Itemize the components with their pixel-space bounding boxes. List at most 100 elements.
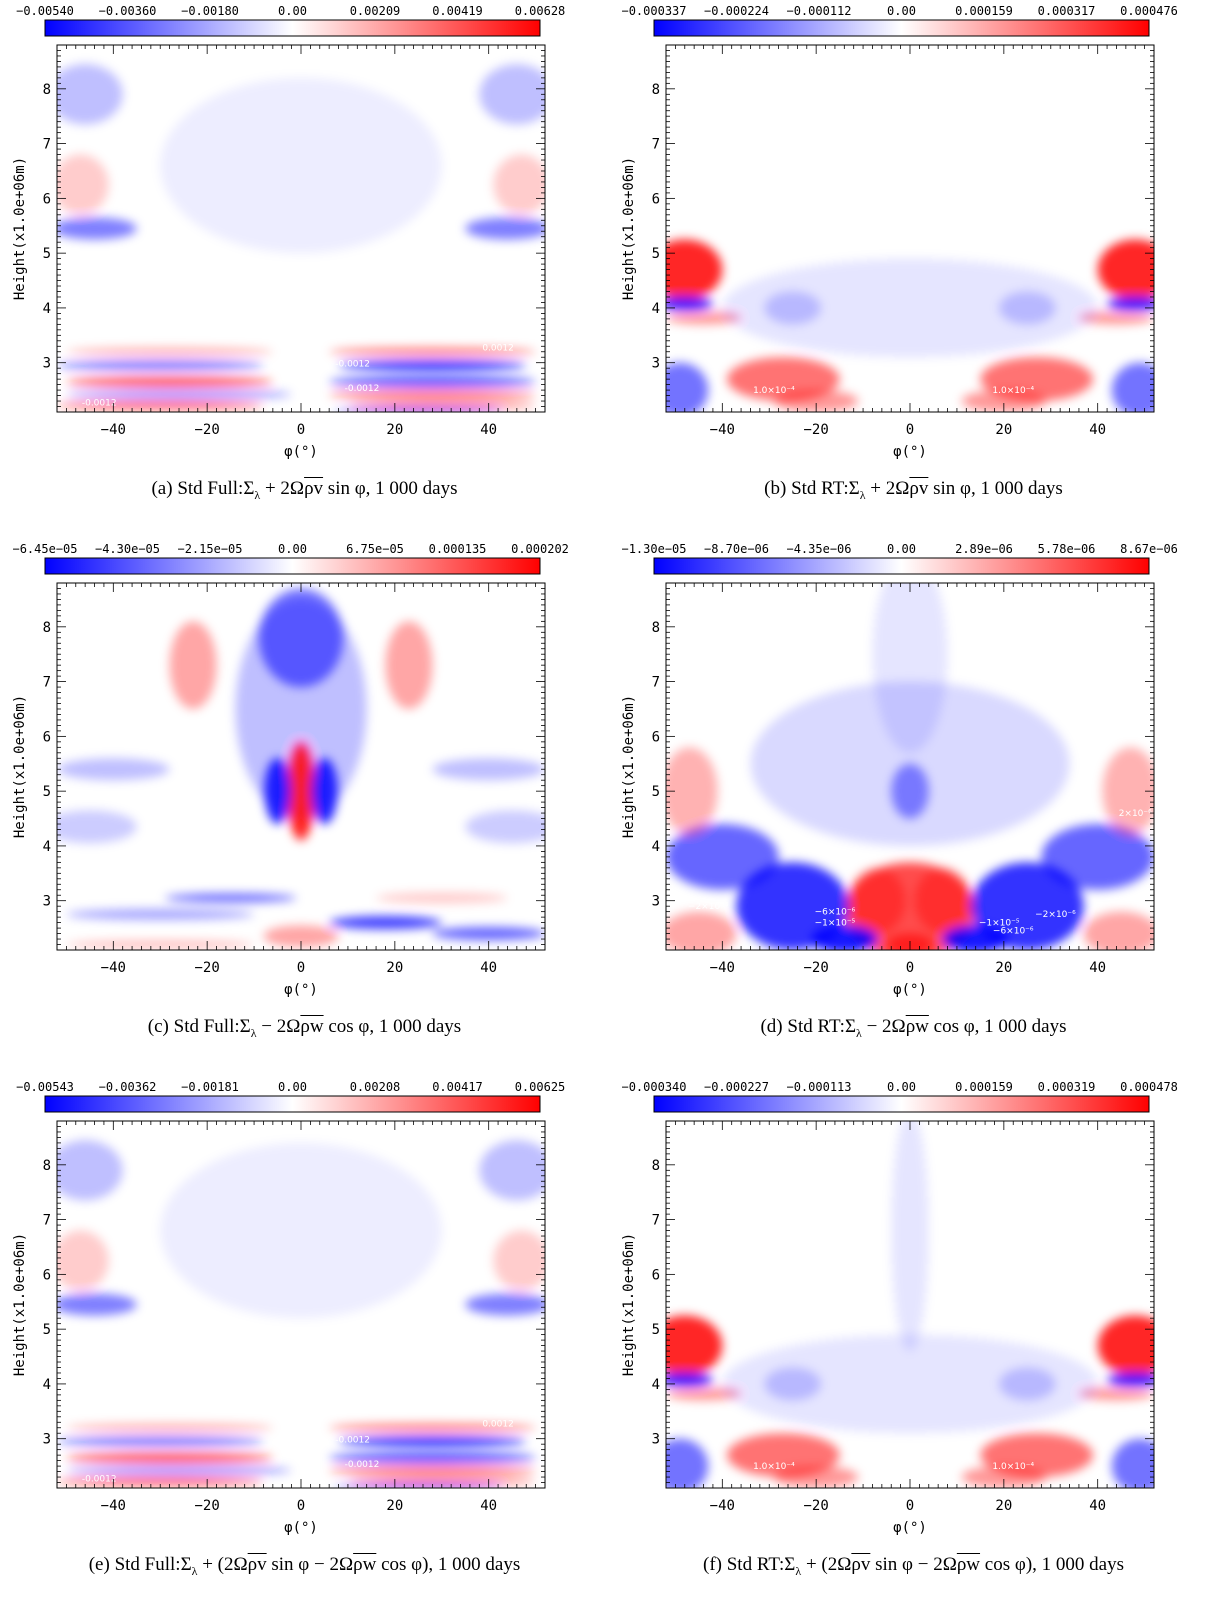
field-region [765,291,821,324]
x-tick-label: 40 [1089,422,1106,438]
caption-text: sin φ, 1 000 days [323,478,457,499]
colorbar-tick-label: −0.00362 [99,1080,157,1094]
field-region [170,621,217,709]
colorbar-tick-label: 0.000317 [1038,4,1096,18]
colorbar-tick-label: 0.00 [278,1080,307,1094]
x-tick-label: 40 [1089,1498,1106,1514]
field-region [311,758,337,824]
contour-label: 0.0012 [482,1420,514,1430]
heatmap-d: −1.30e−05 −8.70e−06 −4.35e−06 0.00 2.89e−06 5… [609,538,1218,1016]
caption-text: + 2Ω [260,478,304,499]
field-region [1107,1373,1163,1386]
field-region [1107,297,1163,310]
y-tick-label: 5 [43,784,51,800]
x-tick-label: 0 [906,960,914,976]
colorbar-tick-label: −0.00180 [181,4,239,18]
colorbar-tick-label: −0.00360 [99,4,157,18]
caption-overline: ρv [851,1554,870,1575]
colorbar-tick-label: 2.89e−06 [955,542,1013,556]
colorbar-tick-label: −0.000227 [704,1080,769,1094]
field-region [160,78,442,253]
caption-text: + (2Ω [197,1554,247,1575]
colorbar-tick-label: −0.000112 [786,4,851,18]
field-region [657,1373,713,1386]
field-region [52,155,108,215]
y-tick-label: 6 [43,1267,51,1283]
colorbar-tick-label: 0.00417 [432,1080,483,1094]
contour-label: 1.0×10⁻⁴ [753,386,795,396]
field-region [999,291,1055,324]
x-tick-label: 0 [297,1498,305,1514]
y-axis-label: Height(x1.0e+06m) [621,1233,637,1376]
x-tick-label: −20 [804,422,829,438]
x-tick-label: −40 [710,422,735,438]
x-tick-label: 20 [386,1498,403,1514]
heatmap-e: −0.00543 −0.00362 −0.00181 0.00 0.00208 0.004… [0,1076,609,1554]
colorbar-tick-label: 8.67e−06 [1120,542,1178,556]
colorbar-tick-label: 0.000478 [1120,1080,1178,1094]
y-tick-label: 5 [652,784,660,800]
field-region [1098,239,1173,299]
colorbar-tick-label: −0.00540 [16,4,74,18]
colorbar [45,1096,540,1112]
contour-label: -0.0012 [345,1460,380,1470]
field-region [52,218,136,240]
field-region [1098,1315,1173,1375]
field-region [165,894,296,903]
field-region [465,218,549,240]
colorbar-tick-label: 0.00209 [350,4,401,18]
colorbar-tick-label: 0.00628 [515,4,566,18]
panel-f: −0.000340 −0.000227 −0.000113 0.00 0.000159 0… [609,1076,1218,1614]
panel-c: −6.45e−05 −4.30e−05 −2.15e−05 0.00 6.75e−05 0… [0,538,609,1076]
caption-overline: ρv [909,478,928,499]
caption-text: + (2Ω [801,1554,851,1575]
x-tick-label: −20 [195,1498,220,1514]
contour-label: 1.0×10⁻⁴ [992,1462,1034,1472]
caption-text: + 2Ω [866,478,910,499]
contour-label: -0.0012 [335,1436,370,1446]
field-region [765,1367,821,1400]
field-region [493,155,549,215]
y-tick-label: 6 [652,191,660,207]
contour-label: 2×10⁻⁶ [1119,809,1152,819]
colorbar-tick-label: 0.00 [887,1080,916,1094]
y-tick-label: 7 [652,675,660,691]
caption-overline: ρw [957,1554,980,1575]
field-region [1112,363,1168,418]
y-axis-label: Height(x1.0e+06m) [12,157,28,300]
caption-text: (f) Std RT:Σ [703,1554,795,1575]
field-region [287,742,315,841]
panel-a: −0.00540 −0.00360 −0.00180 0.00 0.00209 0.004… [0,0,609,538]
field-region [52,1231,108,1291]
x-tick-label: 0 [906,1498,914,1514]
colorbar-tick-label: −0.00543 [16,1080,74,1094]
y-tick-label: 3 [652,356,660,372]
caption-f: (f) Std RT:Σλ + (2Ωρv sin φ − 2Ωρw cos φ… [609,1554,1218,1579]
x-tick-label: 0 [297,422,305,438]
x-tick-label: 0 [906,422,914,438]
colorbar-tick-label: 0.000159 [955,4,1013,18]
x-tick-label: −20 [804,1498,829,1514]
colorbar-tick-label: 0.000476 [1120,4,1178,18]
x-tick-label: 20 [995,1498,1012,1514]
x-axis-label: φ(°) [893,1520,927,1536]
y-tick-label: 8 [652,1158,660,1174]
contour-label: 1.0×10⁻⁴ [753,1462,795,1472]
x-axis-label: φ(°) [284,1520,318,1536]
caption-text: sin φ, 1 000 days [928,478,1062,499]
colorbar-tick-label: −2.15e−05 [177,542,242,556]
field-region [66,1423,272,1432]
colorbar-tick-label: 0.00208 [350,1080,401,1094]
field-region [57,1437,263,1447]
colorbar-tick-label: 0.000202 [511,542,569,556]
heatmap-f: −0.000340 −0.000227 −0.000113 0.00 0.000159 0… [609,1076,1218,1554]
caption-overline: ρw [906,1016,929,1037]
x-tick-label: 40 [480,960,497,976]
field-region [66,347,272,356]
panel-e: −0.00543 −0.00362 −0.00181 0.00 0.00208 0.004… [0,1076,609,1614]
field-region [849,868,905,934]
caption-text: − 2Ω [257,1016,301,1037]
colorbar-tick-label: 5.78e−06 [1038,542,1096,556]
caption-e: (e) Std Full:Σλ + (2Ωρv sin φ − 2Ωρw cos… [0,1554,609,1579]
